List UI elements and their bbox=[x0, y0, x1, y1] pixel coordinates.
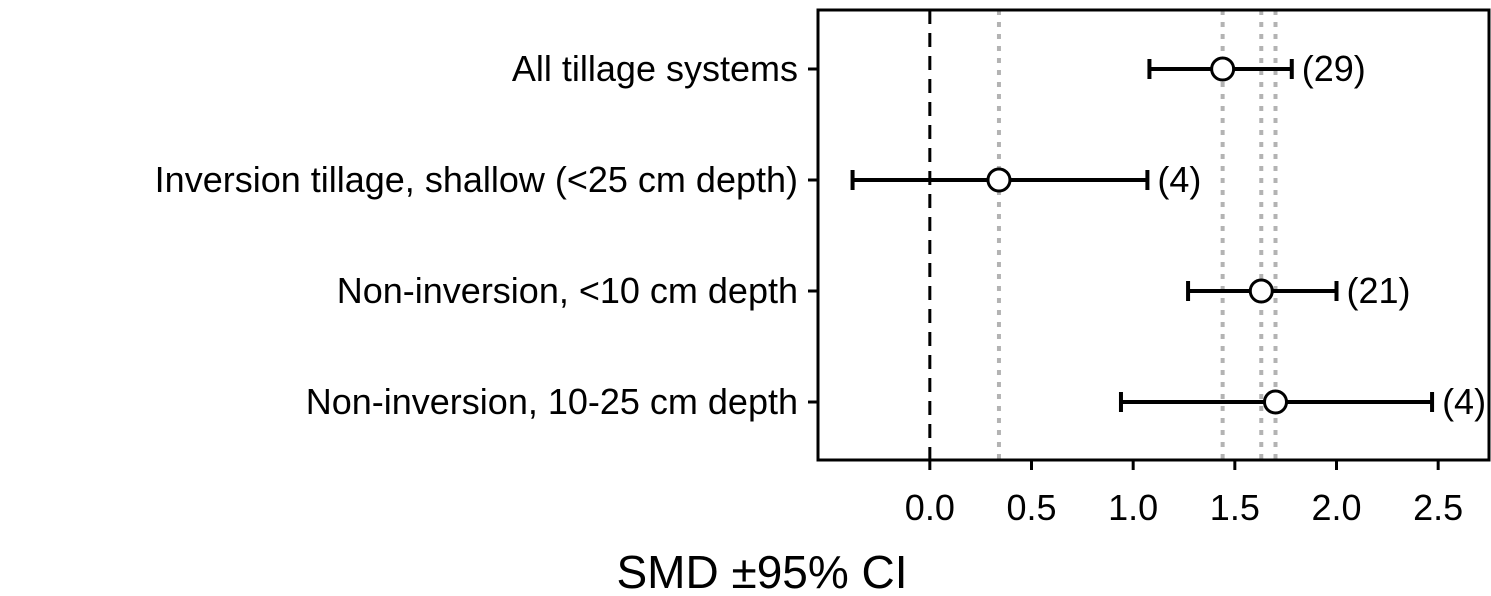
sample-size-label: (4) bbox=[1442, 381, 1486, 422]
row-label: Non-inversion, 10-25 cm depth bbox=[306, 381, 798, 422]
point-estimate bbox=[1210, 56, 1236, 82]
forest-row: Non-inversion, 10-25 cm depth (4) bbox=[306, 381, 1486, 422]
sample-size-label: (21) bbox=[1347, 270, 1411, 311]
x-tick-label: 0.0 bbox=[905, 487, 955, 528]
x-tick-label: 0.5 bbox=[1006, 487, 1056, 528]
x-tick-label: 2.0 bbox=[1311, 487, 1361, 528]
x-tick-label: 1.0 bbox=[1108, 487, 1158, 528]
row-label: Non-inversion, <10 cm depth bbox=[337, 270, 798, 311]
axis-ticks: 0.0 0.5 1.0 1.5 2.0 2.5 bbox=[905, 460, 1463, 528]
reference-lines bbox=[996, 10, 1278, 460]
x-axis-title: SMD ±95% CI bbox=[616, 546, 907, 596]
x-tick-label: 1.5 bbox=[1210, 487, 1260, 528]
point-estimate bbox=[986, 167, 1012, 193]
point-estimate bbox=[1263, 389, 1288, 415]
forest-row: Non-inversion, <10 cm depth (21) bbox=[337, 270, 1411, 311]
plot-panel-border bbox=[816, 8, 1491, 462]
forest-row: Inversion tillage, shallow (<25 cm depth… bbox=[155, 159, 1202, 200]
point-estimate bbox=[1248, 278, 1274, 304]
row-label: Inversion tillage, shallow (<25 cm depth… bbox=[155, 159, 798, 200]
sample-size-label: (4) bbox=[1157, 159, 1201, 200]
row-label: All tillage systems bbox=[512, 48, 798, 89]
forest-row: All tillage systems (29) bbox=[512, 48, 1366, 89]
sample-size-label: (29) bbox=[1302, 48, 1366, 89]
forest-rows: All tillage systems (29) Inversion tillage… bbox=[155, 48, 1486, 422]
x-tick-label: 2.5 bbox=[1413, 487, 1463, 528]
